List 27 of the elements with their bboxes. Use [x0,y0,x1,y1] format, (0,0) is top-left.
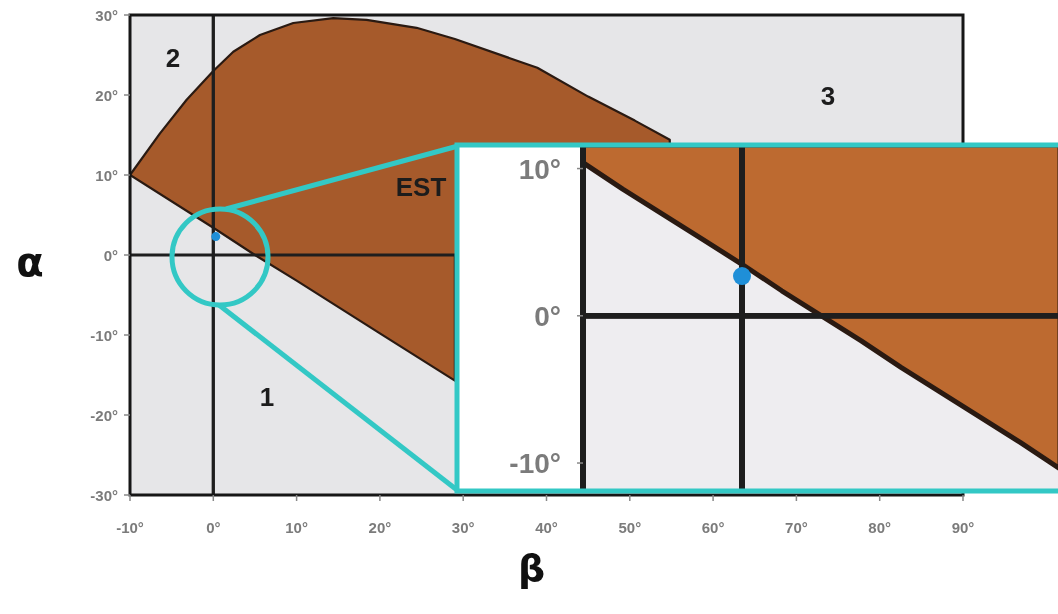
y-tick-label: 20° [95,86,118,104]
x-tick-label: 40° [535,518,558,536]
y-tick-label: 10° [518,153,561,185]
y-tick-label: -20° [90,406,118,424]
y-axis-title: α [16,239,44,285]
x-tick-label: 50° [618,518,642,536]
x-tick-label: 60° [701,518,725,536]
y-tick-label: -30° [90,486,118,504]
y-tick-label: 0° [534,300,561,332]
x-tick-label: 80° [868,518,892,536]
y-tick-label: 30° [95,6,118,24]
x-tick-label: 30° [451,518,475,536]
x-axis-title: β [517,546,546,590]
y-tick-label: 10° [95,166,118,184]
x-tick-label: 70° [785,518,808,536]
annotation: 3 [820,81,836,111]
x-tick-label: 90° [951,518,975,536]
x-tick-label: 20° [368,518,392,536]
annotation: 1 [259,382,275,412]
y-tick-label: 0° [103,246,118,264]
x-tick-label: 0° [206,518,221,536]
x-tick-label: -10° [116,518,144,536]
annotation: 2 [165,43,181,73]
annotation: EST [395,172,447,202]
y-tick-label: -10° [90,326,118,344]
y-tick-label: -10° [509,447,561,479]
x-tick-label: 10° [285,518,308,536]
